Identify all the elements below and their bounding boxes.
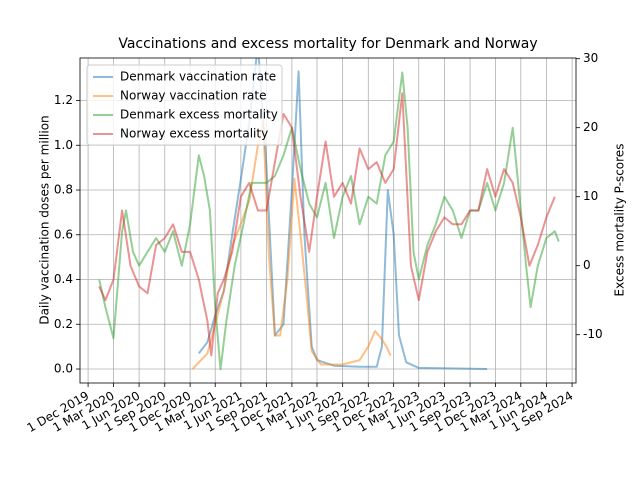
y-tick-label: 0.8 xyxy=(54,183,73,197)
y-tick-label: 0.2 xyxy=(54,317,73,331)
y2-tick-label: 30 xyxy=(583,51,598,65)
legend-label: Norway vaccination rate xyxy=(120,89,266,103)
y-tick-label: 0.6 xyxy=(54,227,73,241)
chart-title: Vaccinations and excess mortality for De… xyxy=(118,36,537,52)
y2-tick-label: 20 xyxy=(583,120,598,134)
y-tick-label: 1.2 xyxy=(54,93,73,107)
y2-tick-label: 10 xyxy=(583,189,598,203)
legend: Denmark vaccination rate Norway vaccinati… xyxy=(86,64,283,146)
legend-label: Denmark excess mortality xyxy=(120,108,278,122)
plot-frame xyxy=(79,57,577,384)
legend-box xyxy=(86,64,283,146)
legend-label: Denmark vaccination rate xyxy=(120,70,276,84)
series-line xyxy=(98,71,560,371)
y2-axis-label: Excess mortality P-scores xyxy=(613,144,627,297)
y2-tick-label: 0 xyxy=(583,258,591,272)
y2-tick-label: -10 xyxy=(583,327,603,341)
series-line xyxy=(198,58,488,370)
series-line xyxy=(98,92,556,357)
y-tick-label: 1.0 xyxy=(54,138,73,152)
y-axis-label: Daily vaccination doses per million xyxy=(38,115,52,324)
plot xyxy=(98,58,560,371)
y-tick-label: 0.0 xyxy=(54,362,73,376)
legend-label: Norway excess mortality xyxy=(120,127,268,141)
y-tick-label: 0.4 xyxy=(54,272,73,286)
